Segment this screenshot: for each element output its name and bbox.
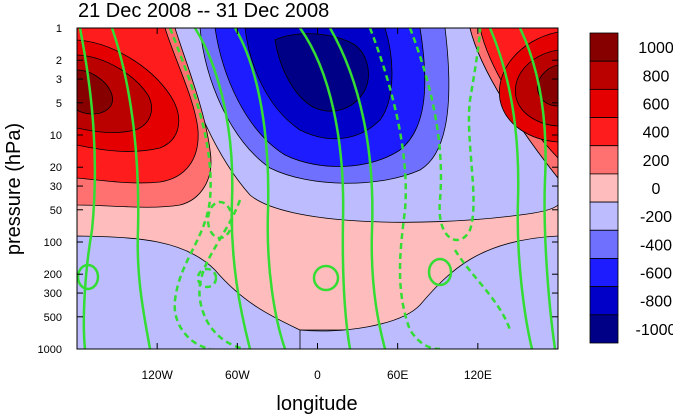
overlay-contour-dashed-loop-2 xyxy=(206,200,234,240)
y-tick-label: 2 xyxy=(56,55,62,67)
colorbar-swatch xyxy=(589,145,619,175)
colorbar-label: 1000 xyxy=(638,40,673,57)
y-tick-label: 5 xyxy=(56,98,62,110)
x-tick-label: 0 xyxy=(314,368,321,382)
overlay-contour-solid-3 xyxy=(193,28,252,349)
overlay-contours-dashed xyxy=(168,28,512,349)
colorbar-swatch xyxy=(589,229,619,259)
overlay-contour-dashed-3 xyxy=(368,28,441,349)
overlay-contour-solid-loop-1 xyxy=(77,263,100,291)
y-tick-label: 20 xyxy=(50,162,62,174)
plot-area xyxy=(77,28,558,349)
overlay-contour-dashed-2 xyxy=(198,199,246,349)
colorbar-label: 600 xyxy=(643,96,670,113)
y-tick-label: 1 xyxy=(56,23,62,35)
colorbar-label: 400 xyxy=(643,125,670,142)
colorbar-label: -600 xyxy=(640,266,672,283)
overlay-contour-solid-4 xyxy=(233,28,287,349)
colorbar-swatch xyxy=(589,32,619,62)
colorbar-swatch xyxy=(589,88,619,118)
colorbar-swatch xyxy=(589,117,619,147)
overlay-contour-solid-1 xyxy=(78,28,97,349)
field-region-negative-troposphere xyxy=(77,235,558,349)
overlay-contour-solid-loop-2 xyxy=(312,264,340,292)
colorbar: 1000 800 600 400 200 0 -200 -400 -600 -800 -1000 xyxy=(589,32,673,344)
colorbar-label: -800 xyxy=(640,294,672,311)
colorbar-label: -1000 xyxy=(636,322,673,339)
y-tick-label: 30 xyxy=(50,181,62,193)
colorbar-label: 800 xyxy=(643,68,670,85)
x-tick-label: 120E xyxy=(464,368,492,382)
overlay-contour-dashed-4 xyxy=(408,28,482,242)
x-tick-label: 120W xyxy=(141,368,173,382)
x-axis: 120W 60W 0 60E 120E xyxy=(141,28,492,382)
colorbar-swatch xyxy=(589,173,619,203)
overlay-contour-solid-6 xyxy=(328,28,387,349)
x-axis-label: longitude xyxy=(276,393,357,415)
overlay-contour-solid-5 xyxy=(298,28,352,349)
chart-title: 21 Dec 2008 -- 31 Dec 2008 xyxy=(78,0,329,22)
colorbar-label: 0 xyxy=(652,181,661,198)
field-region-pos-1000-left xyxy=(77,69,113,115)
y-tick-label: 10 xyxy=(50,130,62,142)
overlay-contour-solid-8 xyxy=(488,28,534,349)
y-axis: 1 2 3 5 10 20 30 50 100 200 300 500 1000 xyxy=(38,23,558,356)
colorbar-swatch xyxy=(589,258,619,288)
colorbar-swatch xyxy=(589,286,619,316)
x-tick-label: 60W xyxy=(225,368,250,382)
overlay-contour-solid-loop-3 xyxy=(427,257,453,287)
y-tick-label: 300 xyxy=(44,288,62,300)
y-tick-label: 3 xyxy=(56,74,62,86)
field-region-pos-800-right xyxy=(515,49,558,127)
colorbar-label: -400 xyxy=(640,237,672,254)
overlay-contour-solid-2 xyxy=(110,28,152,349)
overlay-contour-dashed-loop-1 xyxy=(196,267,218,289)
x-tick-label: 60E xyxy=(387,368,408,382)
overlay-contours xyxy=(77,28,557,349)
overlay-contour-solid-7 xyxy=(518,28,557,349)
colorbar-label: 200 xyxy=(643,153,670,170)
colorbar-label: -200 xyxy=(640,209,672,226)
y-tick-label: 200 xyxy=(44,269,62,281)
field-region-pos-1000-right xyxy=(537,64,558,107)
colorbar-swatch xyxy=(589,314,619,344)
overlay-contour-dashed-1 xyxy=(168,28,212,349)
y-axis-label: pressure (hPa) xyxy=(3,123,25,255)
colorbar-swatch xyxy=(589,201,619,231)
y-tick-label: 500 xyxy=(44,312,62,324)
colorbar-swatch xyxy=(589,60,619,90)
y-tick-label: 1000 xyxy=(38,344,62,356)
y-tick-label: 100 xyxy=(44,237,62,249)
y-tick-label: 50 xyxy=(50,205,62,217)
